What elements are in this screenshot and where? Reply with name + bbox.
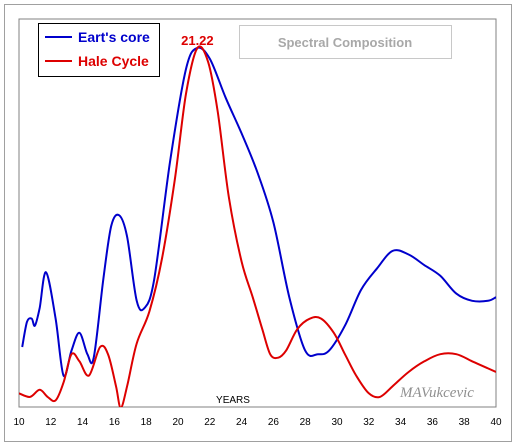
x-tick-label: 26 bbox=[268, 417, 280, 428]
x-axis-label: YEARS bbox=[216, 395, 250, 406]
x-tick-label: 20 bbox=[172, 417, 184, 428]
x-tick-label: 38 bbox=[459, 417, 471, 428]
x-tick-label: 40 bbox=[490, 417, 502, 428]
chart-title: Spectral Composition bbox=[278, 35, 412, 50]
legend-box bbox=[38, 23, 160, 77]
series-line-eart-s-core bbox=[21, 46, 496, 378]
legend-label-hale-cycle: Hale Cycle bbox=[78, 53, 149, 69]
x-tick-label: 22 bbox=[204, 417, 216, 428]
x-tick-label: 32 bbox=[363, 417, 375, 428]
x-tick-label: 16 bbox=[109, 417, 121, 428]
legend: Eart's core Hale Cycle bbox=[38, 23, 160, 77]
x-tick-label: 18 bbox=[141, 417, 153, 428]
x-tick-label: 10 bbox=[13, 417, 25, 428]
peak-annotation: 21.22 bbox=[181, 33, 214, 48]
x-tick-label: 24 bbox=[236, 417, 248, 428]
x-tick-label: 14 bbox=[77, 417, 89, 428]
title-box bbox=[239, 25, 452, 59]
signature-watermark: MAVukcevic bbox=[399, 385, 474, 401]
x-tick-label: 28 bbox=[300, 417, 312, 428]
plot-area bbox=[18, 18, 497, 408]
x-tick-label: 12 bbox=[45, 417, 57, 428]
legend-label-earts-core: Eart's core bbox=[78, 29, 150, 45]
x-tick-label: 34 bbox=[395, 417, 407, 428]
series-line-hale-cycle bbox=[19, 45, 496, 407]
x-axis-ticks: 10 12 14 16 18 20 22 24 26 28 30 32 34 36 38 40 bbox=[13, 417, 502, 428]
x-tick-label: 36 bbox=[427, 417, 439, 428]
x-tick-label: 30 bbox=[331, 417, 343, 428]
series-layer bbox=[19, 45, 496, 407]
